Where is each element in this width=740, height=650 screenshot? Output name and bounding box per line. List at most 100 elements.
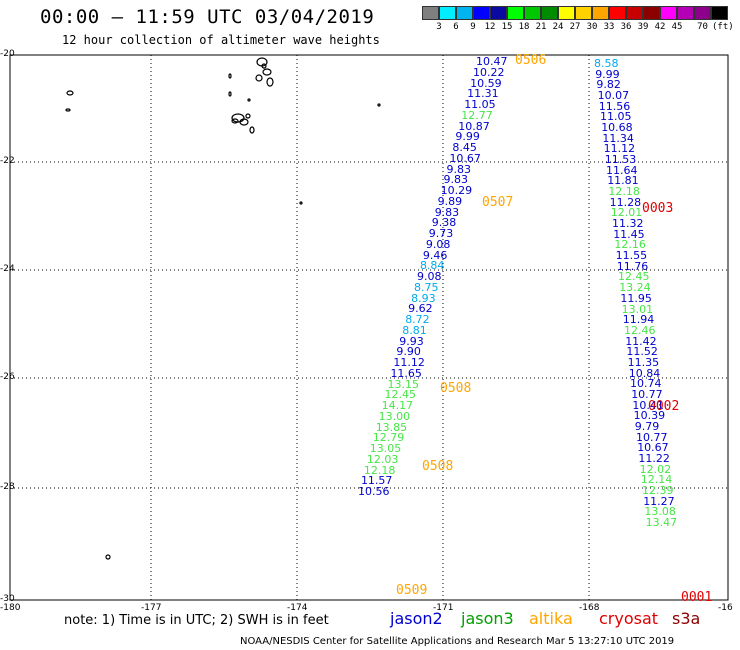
island-outline [65, 108, 71, 112]
pass-id-label: 0509 [396, 583, 428, 598]
wave-height-value: 8.81 [402, 323, 427, 337]
wave-height-value: 11.35 [627, 355, 660, 369]
wave-height-value: 13.47 [645, 516, 678, 529]
wave-height-value: 12.45 [384, 388, 417, 402]
island-outline [247, 98, 251, 102]
wave-height-value: 9.90 [396, 345, 421, 359]
wave-height-value: 11.45 [613, 227, 645, 241]
pass-id-label: 0508 [440, 381, 472, 396]
wave-height-value: 9.99 [455, 130, 480, 144]
wave-height-value: 10.74 [630, 377, 662, 391]
wave-height-value: 10.07 [597, 89, 630, 103]
pass-id-label: 0507 [482, 195, 514, 210]
footer-credit: NOAA/NESDIS Center for Satellite Applica… [240, 636, 675, 647]
wave-height-value: 9.62 [408, 302, 433, 316]
y-tick-label: -30 [0, 594, 15, 604]
wave-height-value: 10.67 [449, 151, 481, 165]
color-scale-tick: 45 [671, 22, 683, 32]
color-scale-tick: 42 [654, 22, 666, 32]
x-tick-label: -180 [0, 603, 21, 613]
color-scale-tick: 6 [453, 22, 459, 32]
wave-height-value: 11.12 [603, 142, 636, 156]
map-border [9, 54, 729, 601]
color-swatch [456, 6, 473, 20]
y-tick-label: -20 [0, 49, 15, 59]
island-outline [228, 91, 232, 97]
pass-id-label: 0001 [681, 590, 713, 605]
wave-height-value: 11.42 [625, 334, 657, 348]
island-outline [249, 126, 255, 134]
wave-height-value: 11.81 [607, 174, 639, 188]
color-scale-tick: 15 [501, 22, 513, 32]
legend-entry-jason2: jason2 [390, 609, 443, 628]
color-swatch [541, 6, 558, 20]
color-scale-tick: 24 [552, 22, 564, 32]
color-swatch [677, 6, 694, 20]
wave-height-value: 11.55 [615, 249, 648, 263]
wave-height-value: 11.22 [638, 451, 670, 465]
color-swatch [422, 6, 439, 20]
wave-height-value: 9.83 [434, 205, 460, 219]
wave-height-value: 10.59 [470, 76, 502, 90]
island-outline [377, 103, 381, 107]
wave-height-value: 9.99 [595, 67, 620, 81]
color-scale-tick: 70 [697, 22, 708, 32]
wave-height-value: 11.52 [626, 345, 658, 359]
wave-height-value: 8.84 [419, 259, 445, 273]
island-outline [262, 68, 272, 76]
wave-height-value: 11.34 [602, 131, 634, 145]
wave-height-value: 10.22 [473, 65, 505, 79]
wave-height-value: 9.89 [437, 194, 463, 208]
pass-id-label: 0002 [648, 399, 680, 414]
wave-height-value: 13.05 [369, 442, 402, 455]
color-scale-tick: 21 [535, 22, 547, 32]
island-outline [105, 554, 111, 560]
color-swatch [711, 6, 728, 20]
color-swatch [524, 6, 541, 20]
color-scale-tick: 9 [470, 22, 476, 32]
wave-height-value: 11.57 [360, 474, 393, 488]
color-scale-tick: 18 [518, 22, 530, 32]
wave-height-value: 12.14 [640, 473, 673, 487]
color-swatch [609, 6, 626, 20]
pass-id-label: 0506 [515, 53, 547, 68]
wave-height-value: 11.53 [604, 153, 637, 167]
legend-entry-s3a: s3a [672, 609, 701, 628]
wave-height-value: 11.31 [467, 87, 499, 101]
wave-height-value: 9.38 [431, 216, 457, 230]
island-outline [231, 118, 239, 124]
wave-height-value: 9.79 [634, 419, 660, 433]
wave-height-value: 9.73 [428, 227, 454, 240]
wave-height-value: 10.56 [358, 485, 390, 498]
wave-height-value: 11.94 [622, 313, 655, 327]
color-swatch [575, 6, 592, 20]
wave-height-value: 11.05 [600, 110, 632, 124]
wave-height-value: 10.47 [476, 55, 508, 68]
wave-height-value: 13.15 [387, 377, 420, 391]
note-text: note: 1) Time is in UTC; 2) SWH is in fe… [64, 613, 329, 628]
color-scale-tick: 36 [620, 22, 632, 32]
wave-height-value: 13.24 [619, 281, 651, 295]
island-outline [228, 73, 232, 79]
color-swatch [507, 6, 524, 20]
island-outline [299, 201, 303, 205]
color-swatch [694, 6, 711, 20]
y-tick-label: -26 [0, 372, 15, 382]
wave-height-value: 10.67 [637, 441, 669, 455]
wave-height-value: 9.46 [422, 248, 448, 262]
wave-height-value: 12.16 [614, 238, 646, 252]
wave-height-value: 13.08 [644, 505, 676, 519]
wave-height-value: 9.08 [417, 270, 442, 283]
wave-height-value: 8.72 [405, 313, 430, 326]
color-scale-tick: 30 [586, 22, 598, 32]
wave-height-value: 14.17 [381, 399, 414, 412]
wave-height-value: 11.76 [616, 259, 649, 273]
wave-height-value: 12.39 [642, 483, 674, 497]
wave-height-value: 11.28 [609, 195, 642, 209]
wave-height-value: 11.27 [643, 494, 675, 508]
wave-height-value: 12.18 [608, 185, 640, 199]
island-outline [261, 63, 267, 69]
wave-height-value: 11.64 [606, 163, 638, 177]
pass-id-label: 0003 [642, 201, 674, 216]
x-tick-label: -177 [141, 603, 162, 613]
